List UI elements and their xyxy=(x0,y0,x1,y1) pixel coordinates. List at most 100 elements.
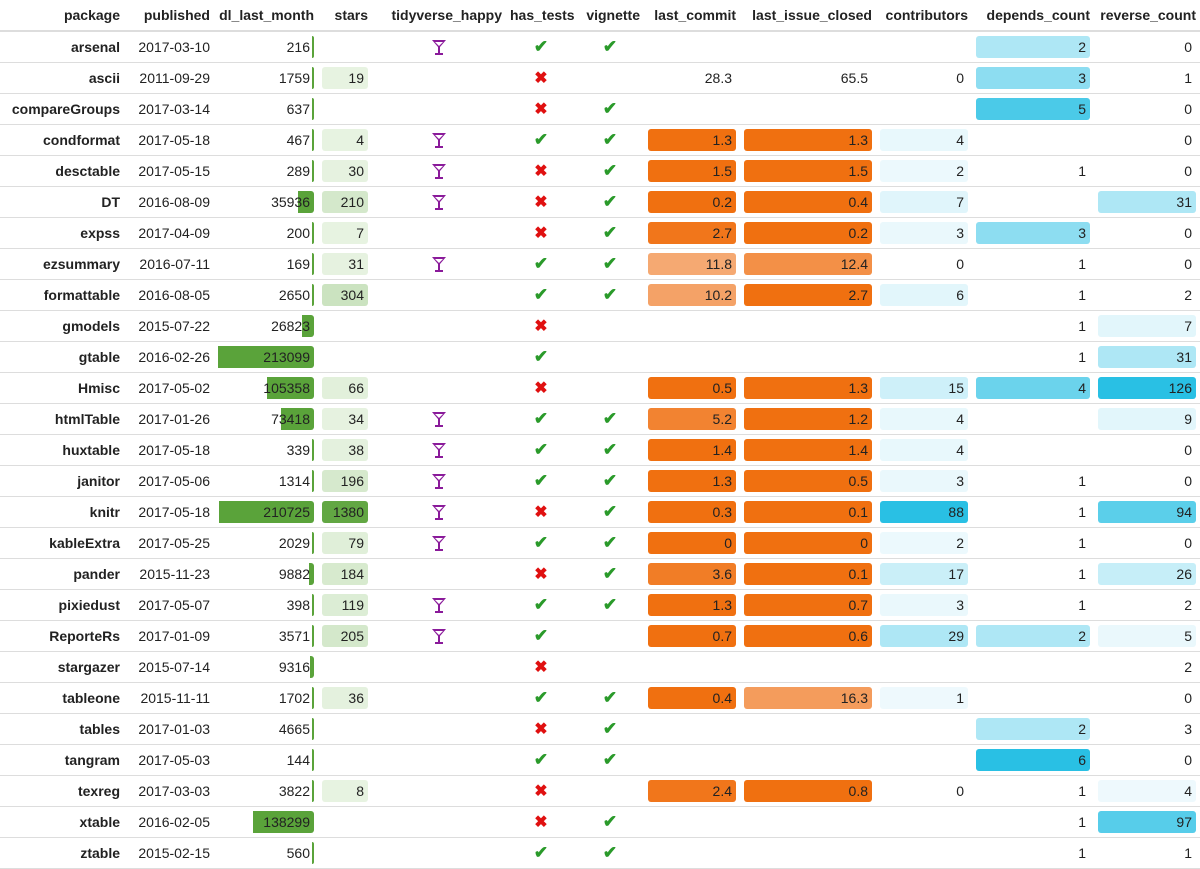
stars-bar xyxy=(322,780,368,802)
package-name: htmlTable xyxy=(0,403,124,435)
column-header-reverse-count[interactable]: reverse_count xyxy=(1094,0,1200,32)
stars-cell: 38 xyxy=(318,434,372,466)
tidyverse-happy-cell xyxy=(372,372,506,404)
published-date: 2015-02-15 xyxy=(124,837,214,869)
last-issue-closed-bar-wrap: 0 xyxy=(744,532,872,554)
depends-count-cell: 6 xyxy=(972,744,1094,776)
last-issue-closed-bar-wrap: 0.1 xyxy=(744,501,872,523)
downloads-cell: 200 xyxy=(214,217,318,249)
table-row: condformat 2017-05-18 467 4 ✔ ✔ 1.3 1.3 4 0 xyxy=(0,124,1200,156)
contributors-cell: 88 xyxy=(876,496,972,528)
column-header-contributors[interactable]: contributors xyxy=(876,0,972,32)
tidyverse-happy-cell xyxy=(372,527,506,559)
reverse-count-value: 2 xyxy=(1184,597,1192,613)
reverse-count-cell: 7 xyxy=(1094,310,1200,342)
last-commit-bar xyxy=(648,439,736,461)
depends-count-cell: 4 xyxy=(972,372,1094,404)
column-header-depends-count[interactable]: depends_count xyxy=(972,0,1094,32)
has-tests-cell: ✔ xyxy=(506,31,576,63)
vignette-cell: ✔ xyxy=(576,496,644,528)
check-icon: ✔ xyxy=(602,719,618,738)
package-name: ReporteRs xyxy=(0,620,124,652)
last-issue-closed-value xyxy=(868,349,872,365)
reverse-count-bar-wrap: 2 xyxy=(1098,284,1196,306)
depends-count-value: 1 xyxy=(1078,349,1086,365)
package-name: gmodels xyxy=(0,310,124,342)
downloads-value: 637 xyxy=(286,101,310,117)
stars-bar-wrap: 36 xyxy=(322,687,368,709)
vignette-cell: ✔ xyxy=(576,527,644,559)
last-issue-closed-bar-wrap: 0.1 xyxy=(744,563,872,585)
published-date: 2017-05-03 xyxy=(124,744,214,776)
last-commit-bar xyxy=(648,129,736,151)
column-header-vignette[interactable]: vignette xyxy=(576,0,644,32)
column-header-last-issue-closed[interactable]: last_issue_closed xyxy=(740,0,876,32)
published-date: 2011-09-29 xyxy=(124,62,214,94)
last-issue-closed-value: 1.5 xyxy=(848,163,868,179)
published-date: 2016-08-05 xyxy=(124,279,214,311)
downloads-bar-wrap: 73418 xyxy=(218,408,314,430)
last-issue-closed-cell: 0.7 xyxy=(740,589,876,621)
vignette-cell: ✔ xyxy=(576,465,644,497)
column-header-tidyverse-happy[interactable]: tidyverse_happy xyxy=(372,0,506,32)
last-commit-bar-wrap: 1.4 xyxy=(648,439,736,461)
downloads-bar xyxy=(312,222,314,244)
last-issue-closed-value xyxy=(868,752,872,768)
last-issue-closed-bar-wrap: 1.5 xyxy=(744,160,872,182)
has-tests-cell: ✖ xyxy=(506,806,576,838)
last-issue-closed-cell: 1.3 xyxy=(740,124,876,156)
depends-count-bar-wrap: 1 xyxy=(976,501,1090,523)
published-date: 2015-11-23 xyxy=(124,558,214,590)
column-header-last-commit[interactable]: last_commit xyxy=(644,0,740,32)
downloads-cell: 144 xyxy=(214,744,318,776)
vignette-cell: ✔ xyxy=(576,434,644,466)
depends-count-cell: 1 xyxy=(972,155,1094,187)
downloads-bar-wrap: 560 xyxy=(218,842,314,864)
last-issue-closed-bar xyxy=(744,253,872,275)
has-tests-cell: ✔ xyxy=(506,403,576,435)
table-row: janitor 2017-05-06 1314 196 ✔ ✔ 1.3 0.5 3 1 0 xyxy=(0,465,1200,497)
contributors-bar xyxy=(880,594,968,616)
stars-value xyxy=(364,814,368,830)
contributors-bar-wrap xyxy=(880,98,968,120)
column-header-dl-last-month[interactable]: dl_last_month xyxy=(214,0,318,32)
table-row: pander 2015-11-23 9882 184 ✖ ✔ 3.6 0.1 17 1 26 xyxy=(0,558,1200,590)
downloads-bar-wrap: 213099 xyxy=(218,346,314,368)
table-row: ReporteRs 2017-01-09 3571 205 ✔ 0.7 0.6 29 2 5 xyxy=(0,620,1200,652)
downloads-bar xyxy=(312,718,314,740)
contributors-cell: 15 xyxy=(876,372,972,404)
last-issue-closed-bar-wrap xyxy=(744,749,872,771)
last-commit-bar-wrap: 0.5 xyxy=(648,377,736,399)
downloads-cell: 216 xyxy=(214,31,318,63)
last-issue-closed-value: 2.7 xyxy=(848,287,868,303)
reverse-count-bar xyxy=(1098,563,1196,585)
last-issue-closed-bar-wrap: 1.3 xyxy=(744,377,872,399)
last-issue-closed-cell: 1.4 xyxy=(740,434,876,466)
check-icon: ✔ xyxy=(533,254,549,273)
last-issue-closed-bar xyxy=(744,532,872,554)
downloads-bar-wrap: 105358 xyxy=(218,377,314,399)
stars-cell: 7 xyxy=(318,217,372,249)
depends-count-value: 1 xyxy=(1078,163,1086,179)
downloads-bar-wrap: 3822 xyxy=(218,780,314,802)
column-header-package[interactable]: package xyxy=(0,0,124,32)
reverse-count-bar xyxy=(1098,501,1196,523)
last-issue-closed-bar-wrap: 0.2 xyxy=(744,222,872,244)
downloads-bar xyxy=(310,656,314,678)
stars-cell: 119 xyxy=(318,589,372,621)
vignette-cell: ✔ xyxy=(576,558,644,590)
has-tests-cell: ✖ xyxy=(506,775,576,807)
check-icon: ✔ xyxy=(602,161,618,180)
column-header-stars[interactable]: stars xyxy=(318,0,372,32)
column-header-has-tests[interactable]: has_tests xyxy=(506,0,576,32)
published-date: 2017-05-18 xyxy=(124,434,214,466)
check-icon: ✔ xyxy=(533,750,549,769)
reverse-count-value: 0 xyxy=(1184,256,1192,272)
column-header-published[interactable]: published xyxy=(124,0,214,32)
downloads-bar xyxy=(218,346,314,368)
contributors-value: 2 xyxy=(956,163,964,179)
depends-count-value xyxy=(1086,132,1090,148)
header-row: package published dl_last_month stars tidyve… xyxy=(0,0,1200,32)
stars-cell xyxy=(318,651,372,683)
contributors-value xyxy=(964,349,968,365)
